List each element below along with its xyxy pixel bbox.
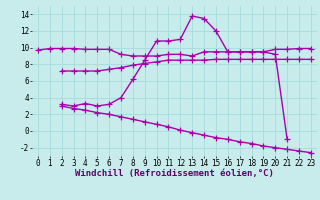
X-axis label: Windchill (Refroidissement éolien,°C): Windchill (Refroidissement éolien,°C)	[75, 169, 274, 178]
